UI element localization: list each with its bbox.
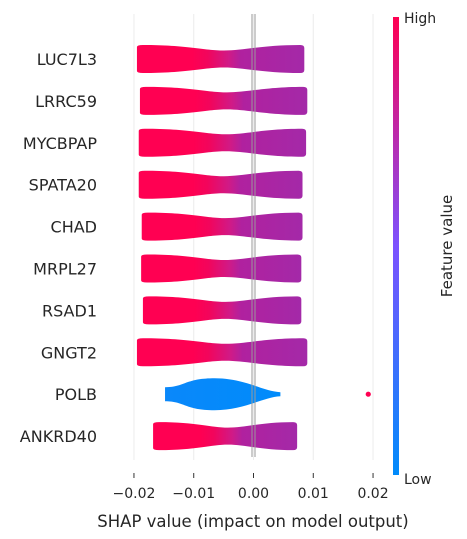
violin-ankrd40 <box>153 422 298 451</box>
x-axis: −0.02 −0.01 0.00 0.01 0.02 <box>113 473 389 502</box>
x-axis-label: SHAP value (impact on model output) <box>97 512 408 531</box>
x-tick-label: −0.01 <box>172 486 215 502</box>
zero-line-group <box>251 14 256 457</box>
violin-polb <box>165 378 281 411</box>
x-tick-label: 0.02 <box>357 486 388 502</box>
feature-labels: LUC7L3 LRRC59 MYCBPAP SPATA20 CHAD MRPL27 RSAD… <box>20 50 98 446</box>
feature-label: CHAD <box>51 218 97 237</box>
feature-label: RSAD1 <box>42 301 97 320</box>
feature-label: MRPL27 <box>33 260 97 279</box>
violin-chad <box>141 212 303 241</box>
feature-label: LRRC59 <box>35 92 97 111</box>
violin-rsad1 <box>142 296 302 325</box>
violin-group <box>136 45 371 451</box>
feature-label: POLB <box>55 385 97 404</box>
feature-label: ANKRD40 <box>20 427 97 446</box>
violin-spata20 <box>138 170 303 199</box>
x-tick-label: 0.01 <box>298 486 329 502</box>
violin-mycbpap <box>138 128 307 157</box>
violin-luc7l3 <box>136 45 305 73</box>
colorbar-low-label: Low <box>404 472 432 488</box>
x-tick-label: −0.02 <box>113 486 156 502</box>
violin-gngt2 <box>136 338 308 367</box>
colorbar-title: Feature value <box>438 195 456 297</box>
feature-label: GNGT2 <box>41 343 97 362</box>
colorbar-high-label: High <box>404 11 436 27</box>
feature-label: MYCBPAP <box>23 134 97 153</box>
violin-mrpl27 <box>141 254 302 283</box>
colorbar-gradient <box>393 17 399 475</box>
colorbar: High Low Feature value <box>393 11 456 488</box>
feature-label: SPATA20 <box>29 176 97 195</box>
feature-label: LUC7L3 <box>37 50 97 69</box>
outlier-point <box>365 391 371 397</box>
violin-lrrc59 <box>139 86 308 115</box>
x-tick-label: 0.00 <box>238 486 269 502</box>
